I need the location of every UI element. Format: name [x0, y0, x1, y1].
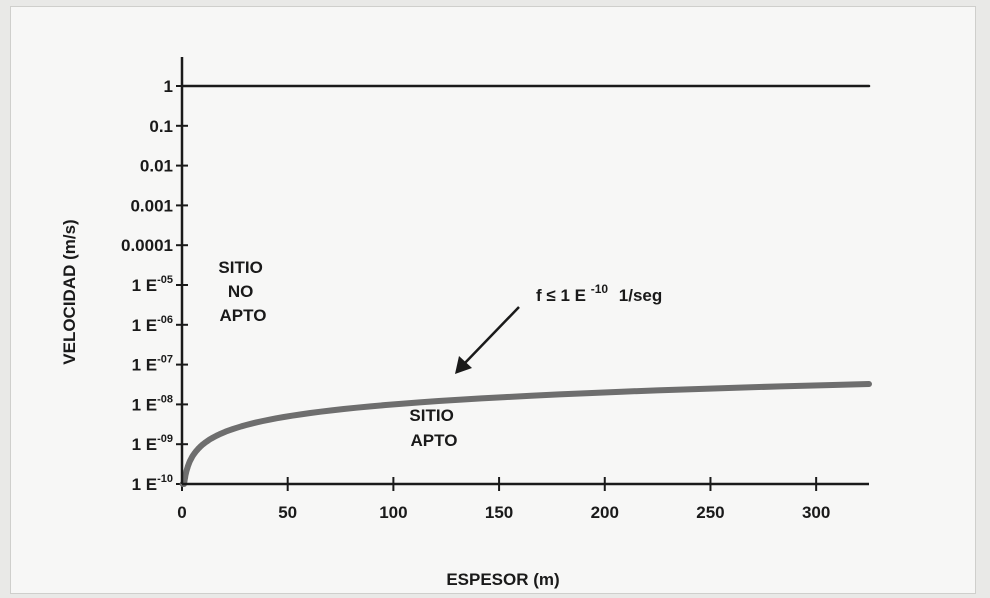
y-tick-label: 0.0001	[121, 236, 173, 255]
y-tick-label-exponent: -06	[157, 314, 173, 326]
y-tick-label-base: 1 E	[132, 316, 158, 335]
y-tick-label: 1 E-05	[132, 274, 173, 295]
region-label-no-apto-line2: NO	[228, 282, 254, 301]
y-tick-label-base: 1 E	[132, 475, 158, 494]
y-tick-label-base: 1 E	[132, 395, 158, 414]
y-tick-label: 1 E-08	[132, 393, 173, 414]
y-tick-label: 0.01	[140, 157, 173, 176]
y-tick-label-exponent: -05	[157, 274, 173, 286]
y-tick-label-base: 0.0001	[121, 236, 173, 255]
x-tick-label: 150	[485, 503, 513, 522]
region-label-apto: SITIO APTO	[409, 406, 458, 450]
y-tick-label: 0.1	[149, 117, 173, 136]
y-tick-label-base: 0.001	[130, 196, 173, 215]
region-label-apto-line1: SITIO	[409, 406, 453, 425]
region-label-no-apto: SITIO NO APTO	[218, 258, 267, 325]
x-tick-label: 200	[591, 503, 619, 522]
chart-frame: 1 0.1 0.01 0.001 0.0001 1 E-05 1 E-06 1 E-07 1 E…	[10, 6, 976, 594]
series-line-lower	[179, 381, 872, 487]
x-tick-label: 250	[696, 503, 724, 522]
series-layer	[179, 84, 872, 487]
y-tick-label: 0.001	[130, 196, 173, 215]
x-tick-label: 50	[278, 503, 297, 522]
y-tick-label-base: 1 E	[132, 356, 158, 375]
y-tick-label: 1	[164, 77, 173, 96]
y-tick-label-exponent: -07	[157, 354, 173, 366]
formula-annotation: f ≤ 1 E -10 1/seg	[536, 278, 662, 305]
x-tick-label: 100	[379, 503, 407, 522]
region-label-no-apto-line1: SITIO	[218, 258, 262, 277]
y-tick-label-exponent: -10	[157, 473, 173, 485]
y-tick-label-base: 1 E	[132, 435, 158, 454]
formula-post: 1/seg	[619, 286, 662, 305]
y-tick-label: 1 E-06	[132, 314, 173, 335]
annotation-arrow-shaft	[462, 306, 520, 366]
y-tick-label-exponent: -09	[157, 433, 173, 445]
formula-pre: f ≤ 1 E	[536, 286, 586, 305]
y-tick-label-base: 1	[164, 77, 173, 96]
y-tick-label: 1 E-10	[132, 473, 173, 494]
region-label-no-apto-line3: APTO	[220, 306, 267, 325]
y-tick-label-base: 0.01	[140, 157, 173, 176]
formula-exp: -10	[591, 282, 609, 296]
region-label-apto-line2: APTO	[411, 431, 458, 450]
y-axis-title: VELOCIDAD (m/s)	[60, 219, 79, 364]
annotation-arrow-head	[455, 356, 472, 374]
y-tick-label-base: 1 E	[132, 276, 158, 295]
y-tick-label-base: 0.1	[149, 117, 173, 136]
y-tick-label: 1 E-09	[132, 433, 173, 454]
x-tick-label: 0	[177, 503, 186, 522]
y-tick-label: 1 E-07	[132, 354, 173, 375]
y-tick-label-exponent: -08	[157, 393, 173, 405]
x-tick-label: 300	[802, 503, 830, 522]
x-axis-title: ESPESOR (m)	[446, 570, 559, 589]
